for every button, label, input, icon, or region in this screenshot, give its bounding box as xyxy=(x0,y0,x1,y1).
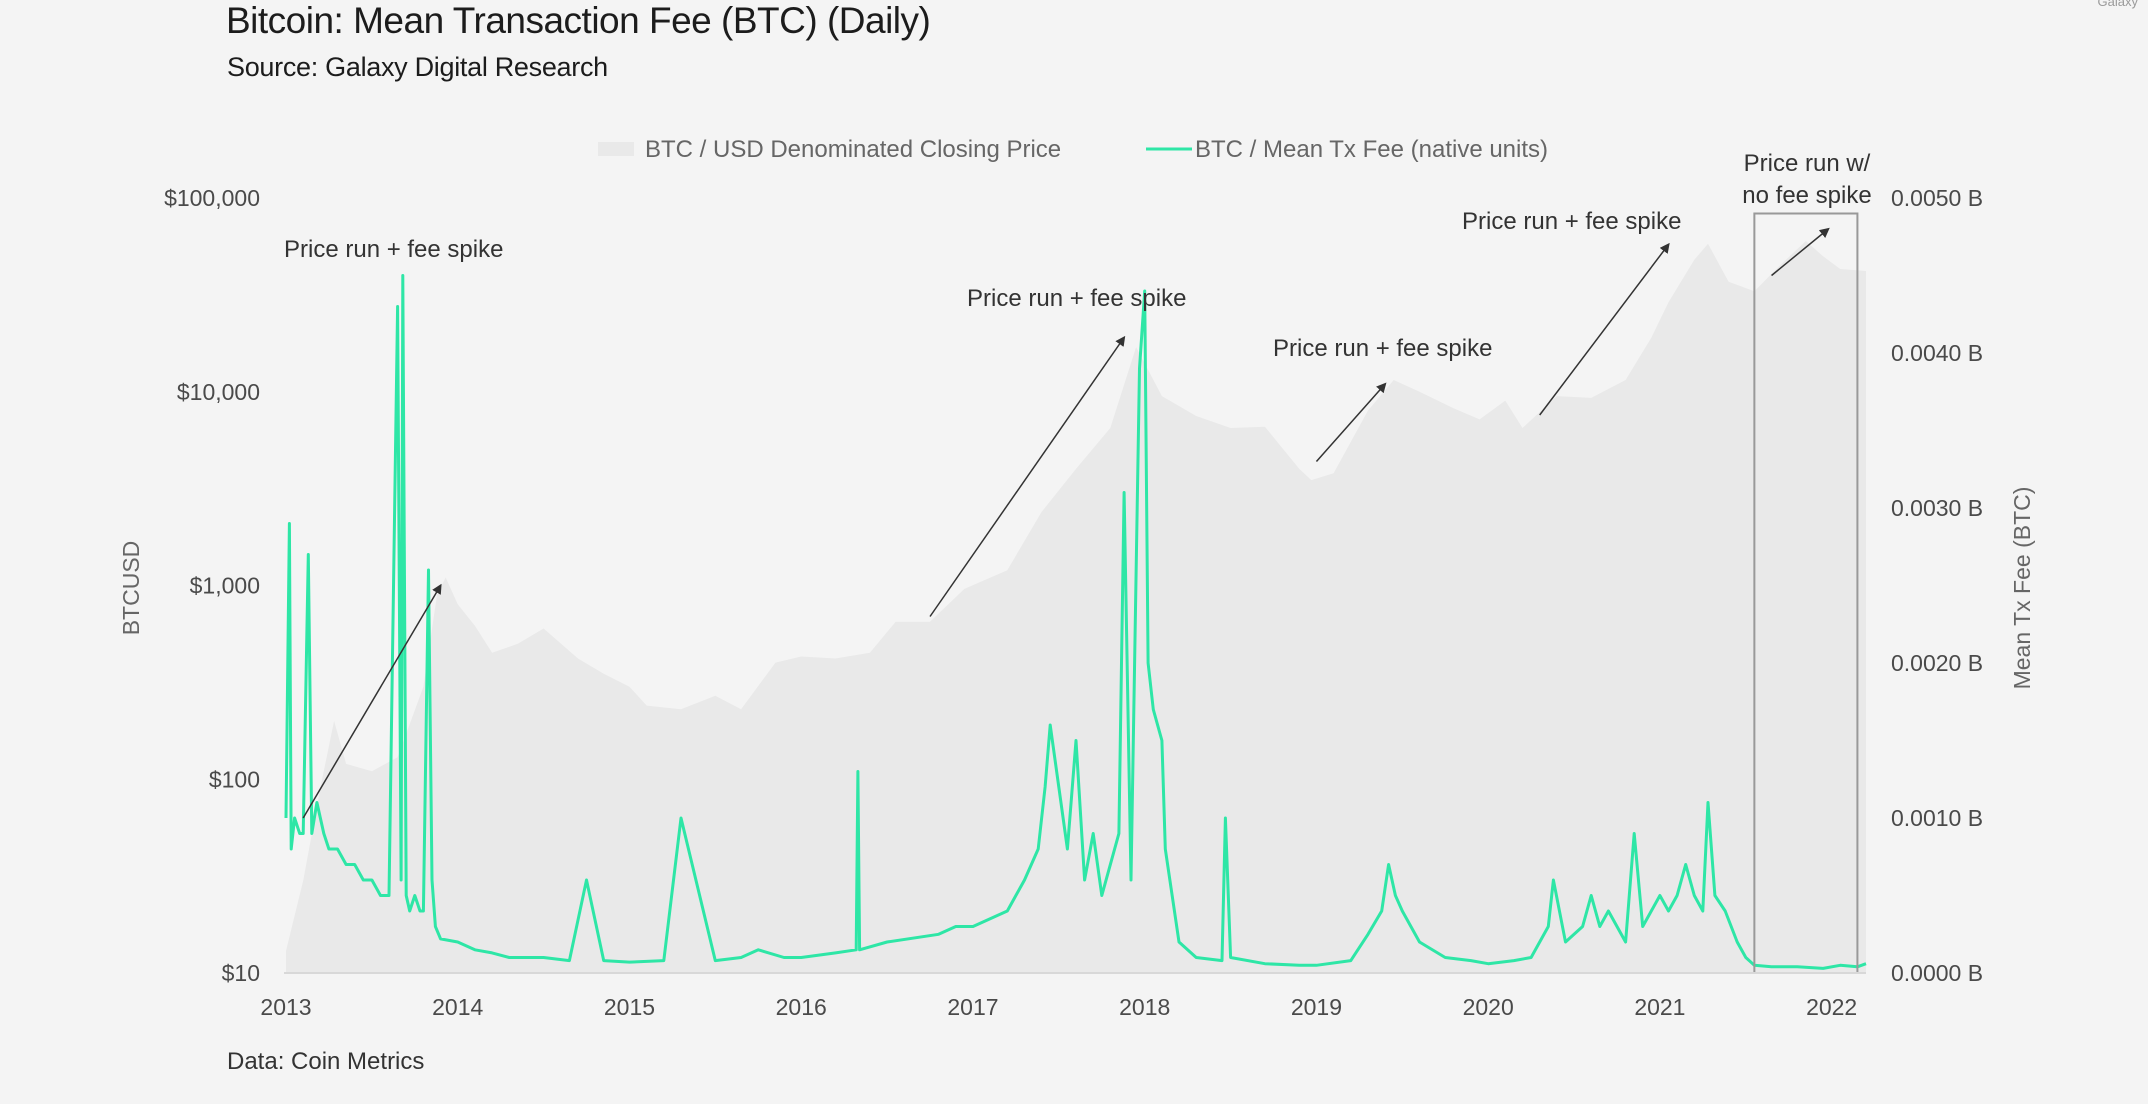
x-tick-label: 2014 xyxy=(432,994,483,1020)
annotation-label: Price run + fee spike xyxy=(284,236,503,263)
x-tick-label: 2013 xyxy=(260,994,311,1020)
data-source-note: Data: Coin Metrics xyxy=(227,1048,425,1075)
y-left-tick-label: $1,000 xyxy=(190,573,260,599)
y-right-tick-label: 0.0030 B xyxy=(1891,495,1983,521)
x-tick-label: 2018 xyxy=(1119,994,1170,1020)
annotation-layer: Price run + fee spike Price run + fee spi… xyxy=(284,150,1872,819)
annotation-arrow xyxy=(1315,382,1387,462)
legend-label: BTC / USD Denominated Closing Price xyxy=(645,136,1061,163)
price-area-layer xyxy=(286,241,1866,973)
x-tick-label: 2017 xyxy=(947,994,998,1020)
y-right-tick-label: 0.0010 B xyxy=(1891,805,1983,831)
price-area-series xyxy=(286,241,1866,973)
annotation-label: no fee spike xyxy=(1742,182,1871,209)
axes-layer: 2013 2014 2015 2016 2017 2018 2019 2020 2021 2022… xyxy=(118,185,2035,1020)
y-left-tick-label: $10,000 xyxy=(177,379,260,405)
chart-title: Bitcoin: Mean Transaction Fee (BTC) (Dai… xyxy=(226,0,931,41)
x-tick-label: 2016 xyxy=(776,994,827,1020)
annotation-label: Price run w/ xyxy=(1744,150,1871,177)
x-tick-label: 2015 xyxy=(604,994,655,1020)
x-tick-label: 2020 xyxy=(1463,994,1514,1020)
x-tick-label: 2022 xyxy=(1806,994,1857,1020)
annotation-label: Price run + fee spike xyxy=(1273,335,1492,362)
y-right-tick-label: 0.0020 B xyxy=(1891,650,1983,676)
x-tick-label: 2019 xyxy=(1291,994,1342,1020)
fee-line-series xyxy=(284,274,1867,970)
y-left-axis-title: BTCUSD xyxy=(118,541,144,636)
chart-subtitle: Source: Galaxy Digital Research xyxy=(227,52,608,82)
y-right-axis-title: Mean Tx Fee (BTC) xyxy=(2009,487,2035,690)
annotation-arrow xyxy=(1539,242,1670,416)
y-right-tick-label: 0.0000 B xyxy=(1891,960,1983,986)
fee-line-layer xyxy=(284,274,1867,970)
y-left-tick-label: $100 xyxy=(209,766,260,792)
annotation-label: Price run + fee spike xyxy=(967,285,1186,312)
y-left-tick-label: $100,000 xyxy=(164,185,260,211)
y-left-tick-label: $10 xyxy=(222,960,260,986)
y-right-tick-label: 0.0040 B xyxy=(1891,340,1983,366)
annotation-arrow xyxy=(929,335,1126,617)
x-tick-label: 2021 xyxy=(1634,994,1685,1020)
corner-watermark: Galaxy xyxy=(2097,0,2138,9)
annotation-arrow xyxy=(302,583,442,819)
annotation-label: Price run + fee spike xyxy=(1462,208,1681,235)
y-right-tick-label: 0.0050 B xyxy=(1891,185,1983,211)
legend: BTC / USD Denominated Closing Price BTC /… xyxy=(598,136,1548,163)
legend-swatch-price xyxy=(598,142,634,156)
annotation-arrow xyxy=(1771,227,1830,277)
legend-label: BTC / Mean Tx Fee (native units) xyxy=(1195,136,1548,163)
